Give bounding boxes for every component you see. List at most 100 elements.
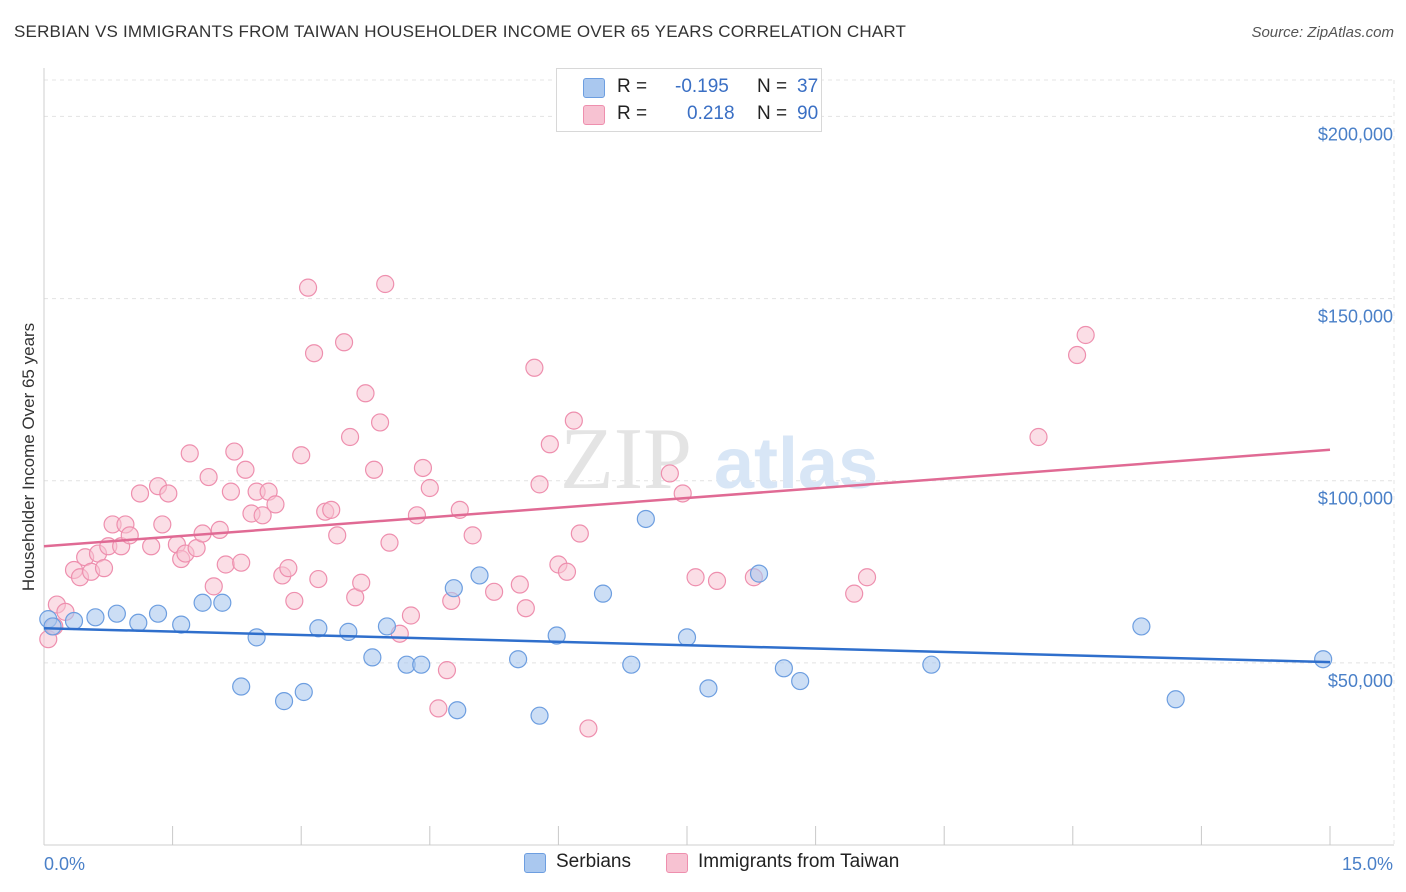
taiwan-point-26	[199, 467, 218, 487]
taiwan-point-33	[236, 460, 255, 479]
taiwan-point-86	[1029, 427, 1048, 447]
taiwan-point-68	[485, 582, 504, 601]
serbians-point-13	[294, 682, 313, 702]
watermark-zip: ZIP	[560, 411, 692, 508]
taiwan-point-60	[407, 506, 427, 525]
serbians-point-33	[791, 671, 810, 691]
serbians-point-9	[213, 593, 232, 612]
serbians-point-23	[509, 650, 528, 669]
taiwan-point-27	[204, 577, 223, 596]
axes	[43, 68, 1394, 846]
series-taiwan-points	[39, 274, 1095, 738]
serbians-point-2	[64, 611, 84, 631]
taiwan-point-41	[285, 591, 304, 611]
trendline-taiwan	[43, 448, 1331, 548]
taiwan-point-62	[420, 478, 439, 498]
taiwan-point-72	[530, 475, 549, 494]
taiwan-point-59	[401, 606, 421, 625]
taiwan-point-45	[309, 569, 328, 589]
serbians-point-1	[43, 617, 62, 636]
taiwan-point-47	[322, 500, 341, 519]
taiwan-point-78	[579, 719, 598, 738]
serbians-point-12	[274, 692, 294, 711]
serbians-point-31	[749, 564, 769, 583]
serbians-point-8	[193, 593, 212, 612]
serbians-point-15	[339, 622, 358, 641]
legend-r-value-serbians: -0.195	[675, 76, 729, 97]
taiwan-point-61	[413, 458, 433, 478]
serbians-point-35	[1132, 617, 1151, 636]
taiwan-point-50	[340, 427, 360, 447]
taiwan-point-19	[159, 484, 178, 503]
taiwan-point-31	[225, 442, 244, 461]
serbians-point-20	[444, 579, 463, 598]
taiwan-point-76	[564, 411, 583, 430]
serbians-point-4	[107, 604, 126, 623]
taiwan-point-18	[153, 515, 172, 534]
serbians-point-30	[699, 679, 718, 698]
taiwan-point-38	[266, 495, 285, 514]
taiwan-point-9	[94, 559, 114, 578]
legend-r-label: R =	[617, 76, 648, 97]
serbians-point-6	[148, 604, 168, 623]
y-tick-labels: $50,000 $100,000 $150,000 $200,000	[1318, 124, 1393, 690]
serbians-point-17	[377, 617, 397, 636]
bottom-legend-swatch-taiwan	[666, 853, 688, 873]
serbians-point-5	[129, 613, 148, 632]
taiwan-point-79	[660, 464, 679, 483]
taiwan-point-87	[1067, 345, 1087, 365]
correlation-legend: R = -0.195 N = 37 R = 0.218 N = 90	[556, 68, 822, 132]
taiwan-point-23	[180, 444, 199, 463]
legend-r-value-taiwan: 0.218	[687, 103, 735, 124]
serbians-point-11	[247, 628, 266, 647]
bottom-legend-label-serbians: Serbians	[556, 851, 631, 872]
taiwan-point-70	[516, 599, 535, 618]
taiwan-point-32	[232, 553, 251, 572]
serbians-point-28	[636, 509, 655, 529]
taiwan-point-82	[707, 571, 727, 590]
taiwan-point-88	[1076, 325, 1095, 345]
taiwan-point-53	[356, 384, 375, 403]
legend-n-label: N =	[757, 103, 788, 124]
taiwan-point-57	[380, 533, 399, 552]
taiwan-point-71	[525, 358, 544, 377]
serbians-point-34	[922, 655, 941, 674]
serbians-point-19	[412, 655, 431, 674]
legend-n-label: N =	[757, 76, 788, 97]
serbians-point-24	[530, 706, 549, 725]
serbians-point-22	[470, 566, 489, 585]
watermark-atlas: atlas	[714, 424, 878, 504]
serbians-point-26	[593, 584, 613, 603]
legend-swatch-serbians	[583, 78, 605, 98]
chart-source: Source: ZipAtlas.com	[1251, 24, 1394, 41]
taiwan-point-29	[216, 555, 235, 574]
taiwan-point-52	[352, 573, 371, 592]
x-tick-label-max: 15.0%	[1342, 854, 1393, 874]
y-axis-label: Householder Income Over 65 years	[19, 323, 38, 591]
taiwan-point-81	[686, 568, 705, 587]
y-tick-label-2: $150,000	[1318, 307, 1393, 327]
serbians-point-3	[86, 608, 105, 627]
taiwan-point-43	[298, 278, 318, 297]
taiwan-point-36	[253, 506, 272, 525]
serbians-point-36	[1166, 690, 1185, 709]
taiwan-point-55	[370, 413, 390, 432]
serbians-point-32	[774, 659, 793, 678]
legend-swatch-taiwan	[583, 105, 605, 125]
y-tick-label-0: $50,000	[1328, 671, 1393, 691]
serbians-point-29	[677, 628, 697, 647]
taiwan-point-84	[845, 584, 864, 603]
trendline-serbians	[43, 627, 1331, 664]
taiwan-point-85	[857, 568, 877, 587]
taiwan-point-49	[334, 333, 354, 352]
serbians-point-16	[363, 648, 382, 667]
taiwan-point-15	[130, 484, 150, 503]
series-serbians-points	[39, 509, 1333, 725]
serbians-point-25	[547, 626, 566, 645]
taiwan-point-75	[557, 562, 577, 581]
trendlines	[43, 448, 1331, 664]
bottom-legend-label-taiwan: Immigrants from Taiwan	[698, 851, 900, 872]
taiwan-point-63	[429, 699, 448, 718]
taiwan-point-30	[221, 482, 240, 501]
